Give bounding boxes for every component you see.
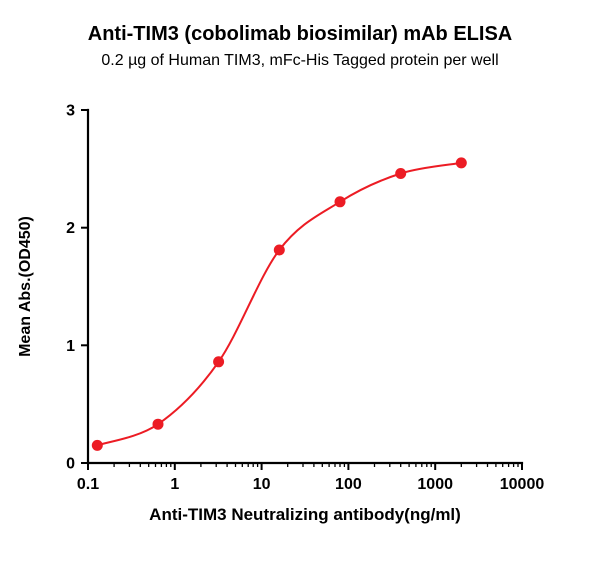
chart-title: Anti-TIM3 (cobolimab biosimilar) mAb ELI… (87, 23, 513, 45)
x-axis-title: Anti-TIM3 Neutralizing antibody(ng/ml) (149, 505, 461, 524)
data-point (152, 418, 164, 430)
fit-curve (96, 161, 462, 447)
data-point (213, 356, 225, 368)
y-tick-label: 2 (66, 220, 75, 237)
x-tick-label: 0.1 (77, 476, 99, 493)
x-tick-label: 100 (335, 476, 362, 493)
y-tick-label: 1 (66, 338, 75, 355)
data-point (455, 157, 467, 169)
data-point (334, 196, 346, 208)
y-tick-label: 3 (66, 103, 75, 120)
elisa-dose-response-plot: 0.1 1 10 100 1000 10000 0 1 2 3 Anti-TIM3 Neutrali… (17, 103, 545, 525)
x-tick-label: 1 (170, 476, 179, 493)
data-point (91, 439, 103, 451)
y-tick-label: 0 (66, 456, 75, 473)
x-tick-label: 10 (253, 476, 271, 493)
y-axis-title: Mean Abs.(OD450) (17, 216, 34, 357)
x-tick-label: 1000 (417, 476, 453, 493)
data-point (273, 244, 285, 256)
data-point (395, 168, 407, 179)
chart-subtitle: 0.2 µg of Human TIM3, mFc-His Tagged pro… (101, 52, 499, 69)
x-tick-label: 10000 (500, 476, 545, 493)
